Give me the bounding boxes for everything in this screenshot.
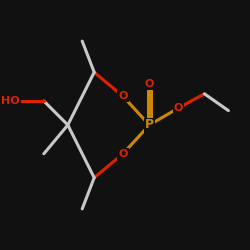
Text: HO: HO	[1, 96, 20, 106]
Text: O: O	[174, 103, 183, 113]
Text: O: O	[118, 91, 128, 101]
Text: O: O	[118, 149, 128, 159]
Text: O: O	[145, 79, 154, 89]
Text: P: P	[145, 118, 154, 132]
